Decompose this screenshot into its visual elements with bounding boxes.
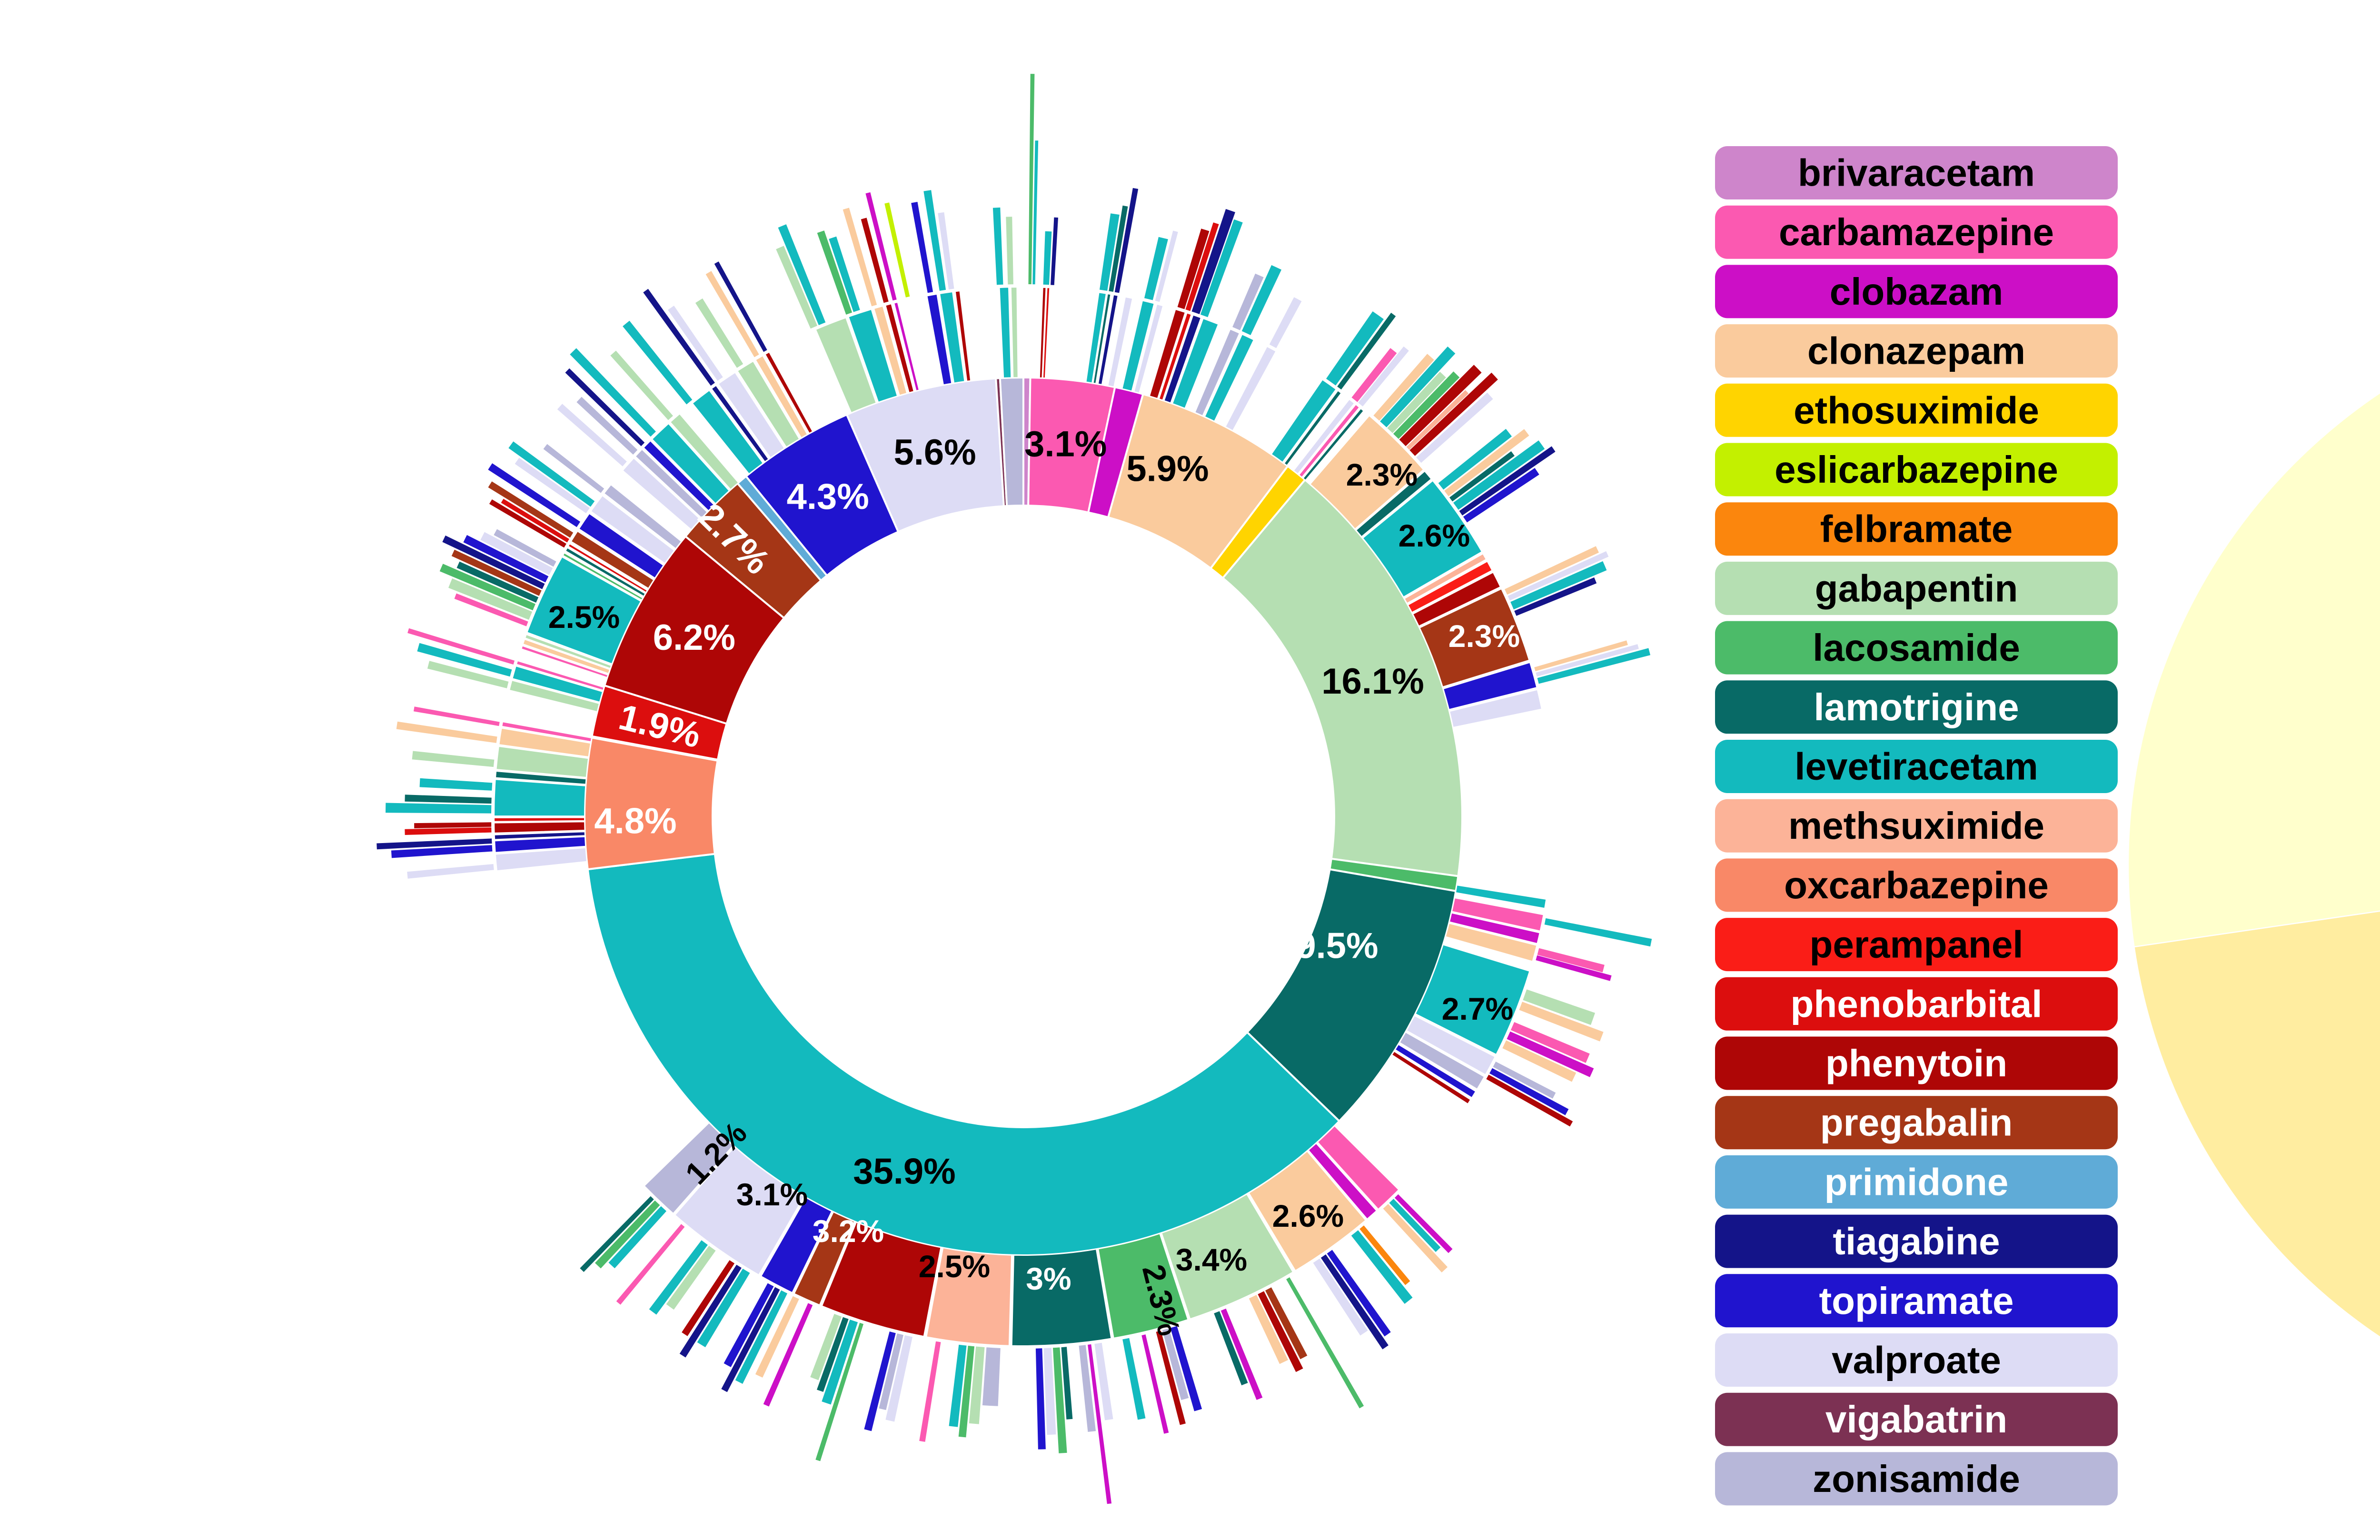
svg-text:topiramate: topiramate	[1819, 1280, 2014, 1322]
svg-text:3.1%: 3.1%	[736, 1177, 808, 1212]
svg-text:lamotrigine: lamotrigine	[1814, 686, 2019, 728]
svg-text:2.5%: 2.5%	[548, 599, 620, 635]
svg-text:3.2%: 3.2%	[813, 1213, 884, 1249]
svg-text:clobazam: clobazam	[1830, 270, 2003, 313]
svg-text:carbamazepine: carbamazepine	[1779, 211, 2054, 253]
svg-text:valproate: valproate	[1832, 1339, 2001, 1381]
svg-text:5.9%: 5.9%	[1126, 449, 1209, 489]
svg-text:2.3%: 2.3%	[1448, 618, 1520, 654]
svg-text:zonisamide: zonisamide	[1813, 1458, 2020, 1500]
svg-text:oxcarbazepine: oxcarbazepine	[1784, 864, 2049, 906]
svg-text:3%: 3%	[1026, 1261, 1071, 1296]
svg-text:primidone: primidone	[1825, 1161, 2009, 1203]
svg-text:perampanel: perampanel	[1809, 924, 2023, 966]
svg-text:16.1%: 16.1%	[1321, 661, 1424, 702]
svg-text:levetiracetam: levetiracetam	[1795, 745, 2038, 788]
svg-text:clonazepam: clonazepam	[1807, 330, 2025, 372]
svg-text:phenytoin: phenytoin	[1825, 1042, 2007, 1084]
svg-text:tiagabine: tiagabine	[1833, 1220, 2000, 1262]
svg-text:4.8%: 4.8%	[594, 801, 676, 842]
svg-text:gabapentin: gabapentin	[1815, 567, 2018, 609]
svg-text:phenobarbital: phenobarbital	[1791, 983, 2043, 1025]
svg-text:9.5%: 9.5%	[1296, 926, 1378, 966]
svg-text:4.3%: 4.3%	[787, 477, 869, 517]
svg-text:2.3%: 2.3%	[1346, 457, 1418, 492]
svg-text:vigabatrin: vigabatrin	[1825, 1398, 2007, 1441]
svg-text:3.1%: 3.1%	[1024, 424, 1107, 465]
svg-text:methsuximide: methsuximide	[1788, 805, 2044, 847]
svg-text:35.9%: 35.9%	[853, 1152, 956, 1192]
svg-text:3.4%: 3.4%	[1176, 1242, 1247, 1277]
svg-text:ethosuximide: ethosuximide	[1794, 389, 2039, 431]
svg-text:2.6%: 2.6%	[1272, 1198, 1344, 1233]
svg-text:5.6%: 5.6%	[893, 432, 976, 473]
svg-text:pregabalin: pregabalin	[1820, 1102, 2013, 1144]
svg-text:2.6%: 2.6%	[1398, 518, 1470, 553]
svg-text:2.7%: 2.7%	[1442, 991, 1513, 1026]
svg-text:6.2%: 6.2%	[653, 617, 735, 658]
svg-text:felbramate: felbramate	[1820, 508, 2013, 550]
svg-text:2.5%: 2.5%	[919, 1249, 990, 1284]
svg-text:lacosamide: lacosamide	[1813, 626, 2020, 669]
svg-text:brivaracetam: brivaracetam	[1798, 152, 2035, 194]
svg-text:eslicarbazepine: eslicarbazepine	[1775, 448, 2058, 491]
